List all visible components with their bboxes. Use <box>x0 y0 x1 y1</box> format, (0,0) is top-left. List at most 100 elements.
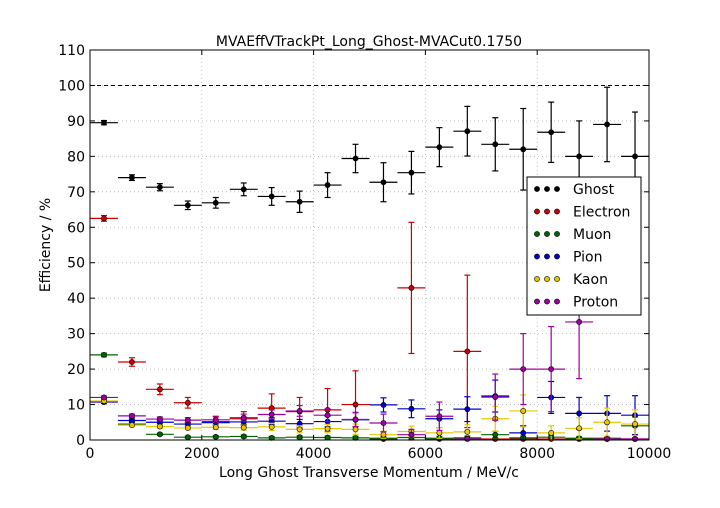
legend-marker <box>554 253 560 260</box>
proton-point <box>352 416 359 423</box>
plot-frame <box>89 49 650 441</box>
legend-marker <box>544 253 550 260</box>
muon-point <box>101 352 107 358</box>
proton-point <box>324 412 331 419</box>
y-tick-label: 20 <box>67 362 85 378</box>
muon-point <box>240 433 247 440</box>
ghost-point <box>240 186 247 193</box>
x-tick-label: 10000 <box>627 446 672 462</box>
kaon-point <box>632 421 638 427</box>
y-tick-label: 110 <box>58 43 85 59</box>
x-axis-label: Long Ghost Transverse Momentum / MeV/c <box>219 465 519 481</box>
legend-marker <box>534 231 540 237</box>
ghost-point <box>156 184 163 191</box>
y-tick-label: 10 <box>67 398 85 414</box>
y-tick-label: 70 <box>67 185 85 201</box>
series-ghost <box>90 86 649 213</box>
proton-point <box>380 420 387 426</box>
legend: Ghost Electron Muon Pion Kaon Proton <box>526 176 642 316</box>
ghost-point <box>212 199 219 206</box>
y-axis-label: Efficiency / % <box>38 198 54 292</box>
muon-point <box>184 434 191 441</box>
legend-label-ghost: Ghost <box>573 182 615 198</box>
grid <box>90 50 649 440</box>
kaon-point <box>464 428 471 435</box>
ghost-point <box>436 144 443 151</box>
kaon-point <box>296 426 303 433</box>
ghost-point <box>520 146 527 153</box>
electron-point <box>408 284 415 291</box>
ghost-point <box>576 153 583 160</box>
y-tick-label: 40 <box>67 291 85 307</box>
x-tick-label: 8000 <box>519 446 555 462</box>
kaon-point <box>324 425 331 432</box>
proton-point <box>464 436 471 442</box>
electron-point <box>184 399 191 406</box>
ghost-point <box>492 141 499 148</box>
x-tick-label: 0 <box>86 446 95 462</box>
proton-point <box>296 408 303 414</box>
ghost-point <box>632 153 638 160</box>
ghost-point <box>324 182 331 188</box>
legend-box <box>526 176 642 316</box>
pion-point <box>408 405 415 412</box>
y-tick-label: 0 <box>76 433 85 449</box>
ghost-point <box>604 121 610 128</box>
kaon-point <box>212 424 219 431</box>
kaon-point <box>352 426 359 433</box>
legend-label-electron: Electron <box>573 205 630 221</box>
kaon-point <box>268 423 275 430</box>
y-tick-label: 80 <box>67 149 85 165</box>
y-tick-label: 50 <box>67 256 85 272</box>
proton-point <box>492 394 499 400</box>
proton-point <box>129 412 135 419</box>
legend-marker <box>554 186 560 192</box>
legend-marker <box>554 231 560 237</box>
x-tick-label: 2000 <box>184 446 220 462</box>
pion-point <box>520 430 527 436</box>
proton-point <box>212 416 219 423</box>
series-proton <box>90 264 649 442</box>
ghost-point <box>548 129 555 136</box>
kaon-point <box>156 423 163 430</box>
chart-title: MVAEffVTrackPt_Long_Ghost-MVACut0.1750 <box>216 34 522 50</box>
proton-point <box>520 366 527 372</box>
proton-point <box>156 416 163 422</box>
legend-marker <box>534 298 540 305</box>
y-tick-label: 90 <box>67 114 85 130</box>
ghost-point <box>268 193 275 200</box>
y-tick-label: 100 <box>58 78 85 94</box>
kaon-point <box>548 430 555 436</box>
legend-label-pion: Pion <box>573 250 602 266</box>
kaon-point <box>240 424 247 431</box>
legend-marker <box>544 276 550 282</box>
proton-point <box>268 411 275 418</box>
ghost-point <box>352 155 359 162</box>
ghost-point <box>408 169 415 176</box>
electron-point <box>352 401 359 408</box>
legend-marker <box>534 253 540 260</box>
y-tick-label: 60 <box>67 220 85 236</box>
proton-point <box>408 431 415 438</box>
ghost-point <box>101 119 107 126</box>
electron-point <box>129 359 135 365</box>
ghost-point <box>464 128 471 135</box>
proton-point <box>576 319 583 325</box>
legend-marker <box>544 186 550 192</box>
pion-point <box>380 401 387 408</box>
muon-point <box>212 433 219 440</box>
legend-label-kaon: Kaon <box>573 272 608 288</box>
ghost-point <box>380 179 387 186</box>
legend-label-muon: Muon <box>573 227 611 243</box>
kaon-point <box>436 430 443 436</box>
muon-point <box>324 434 331 441</box>
legend-marker <box>534 186 540 192</box>
x-tick-label: 4000 <box>296 446 332 462</box>
y-tick-label: 30 <box>67 327 85 343</box>
legend-marker <box>554 298 560 305</box>
pion-point <box>464 406 471 413</box>
ghost-point <box>296 198 303 205</box>
kaon-point <box>184 425 191 431</box>
legend-marker <box>534 208 540 215</box>
